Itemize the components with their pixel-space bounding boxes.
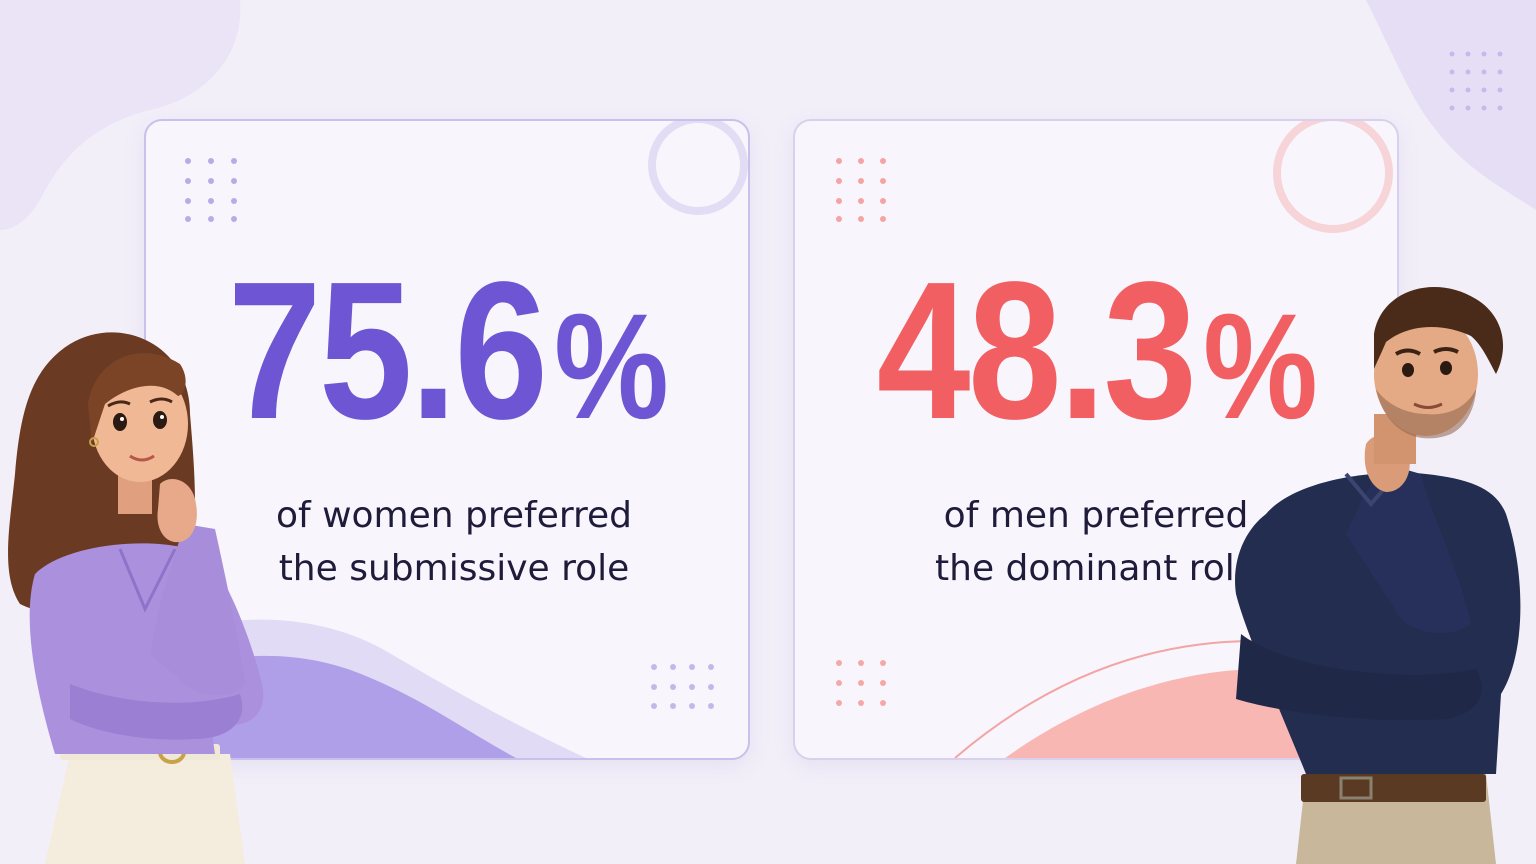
men-percentage: 48.3%: [837, 253, 1355, 449]
women-caption-line-2: the submissive role: [278, 548, 630, 589]
background-blob-top-right: [1366, 0, 1536, 210]
women-percentage-value: 75.6: [227, 241, 548, 460]
background-blob-top-left: [0, 0, 241, 230]
thinking-woman-illustration: [8, 332, 264, 864]
men-caption: of men preferred the dominant role: [795, 489, 1397, 595]
men-caption-line-1: of men preferred: [943, 495, 1249, 536]
thinking-man-illustration: [1235, 286, 1521, 864]
women-caption: of women preferred the submissive role: [160, 489, 748, 595]
men-caption-line-2: the dominant role: [935, 548, 1257, 589]
women-percentage: 75.6%: [188, 253, 706, 449]
men-percentage-sign: %: [1203, 282, 1318, 450]
women-caption-line-1: of women preferred: [275, 495, 633, 536]
women-percentage-sign: %: [554, 282, 669, 450]
men-percentage-value: 48.3: [876, 241, 1197, 460]
dot-grid-top-right: [1449, 51, 1503, 111]
